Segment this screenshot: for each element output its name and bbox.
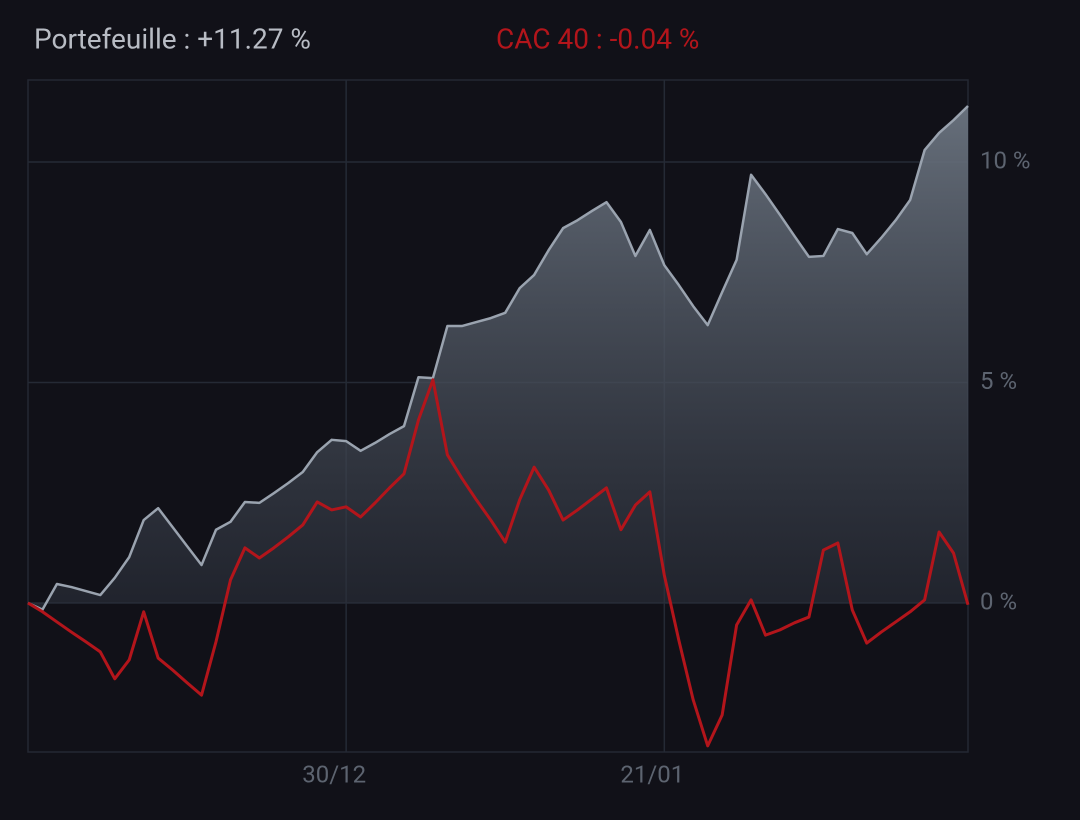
legend-entry: Portefeuille : +11.27 % xyxy=(34,22,311,55)
x-tick-label: 21/01 xyxy=(620,760,684,788)
x-tick-label: 30/12 xyxy=(302,760,366,788)
y-tick-label: 5 % xyxy=(980,367,1017,395)
line xyxy=(27,378,970,748)
y-tick-label: 0 % xyxy=(980,587,1017,615)
line xyxy=(27,105,969,611)
y-tick-label: 10 % xyxy=(980,146,1031,174)
area xyxy=(28,106,968,610)
legend-entry: CAC 40 : -0.04 % xyxy=(496,22,699,55)
